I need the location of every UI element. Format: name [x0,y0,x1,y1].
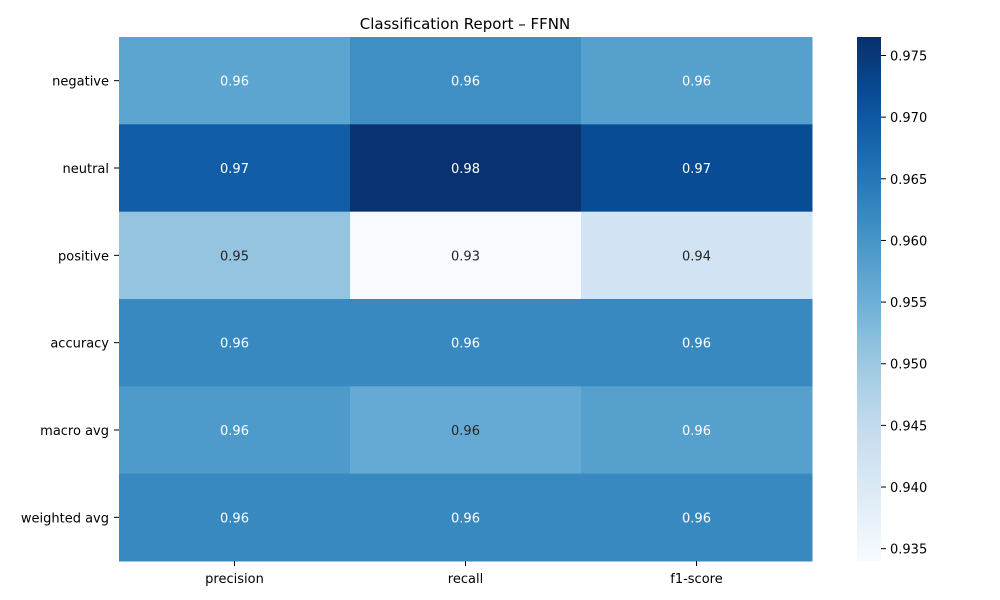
cell-value-label: 0.96 [682,511,711,526]
colorbar-tick-label: 0.960 [890,234,927,249]
cell-value-label: 0.96 [682,337,711,352]
x-tick-label: precision [205,572,264,587]
colorbar-tick-label: 0.950 [890,358,927,373]
x-tick-label: recall [448,572,483,587]
colorbar-gradient [857,37,881,561]
heatmap-cell [581,473,813,562]
y-axis: negative neutral positive accuracy macro avg… [21,75,119,526]
y-tick-label: negative [52,75,109,90]
colorbar-tick-label: 0.935 [890,543,927,558]
cell-value-label: 0.94 [682,249,711,264]
cell-value-label: 0.96 [682,75,711,90]
cell-value-label: 0.96 [220,511,249,526]
heatmap-cell [581,386,813,475]
cell-value-label: 0.96 [220,424,249,439]
heatmap-cell [119,211,351,300]
heatmap-cells [119,37,813,562]
cell-value-label: 0.98 [451,162,480,177]
y-tick-label: accuracy [50,337,109,352]
colorbar-tick-label: 0.940 [890,481,927,496]
cell-value-label: 0.96 [682,424,711,439]
x-tick-label: f1-score [670,572,722,587]
colorbar-tick-label: 0.945 [890,419,927,434]
heatmap-cell [119,386,351,475]
heatmap-cell [350,37,582,125]
colorbar: 0.935 0.940 0.945 0.950 0.955 0.960 0.965 0.970… [857,37,927,561]
colorbar-tick-label: 0.970 [890,111,927,126]
heatmap-cell [119,299,351,387]
cell-value-label: 0.96 [220,337,249,352]
cell-value-label: 0.95 [220,249,249,264]
chart-title: Classification Report – FFNN [360,15,570,33]
heatmap-cell [581,124,813,213]
heatmap-cell [581,299,813,387]
heatmap-cell [581,211,813,300]
cell-value-label: 0.97 [220,162,249,177]
heatmap-cell [119,473,351,562]
heatmap-cell-labels: 0.96 0.96 0.96 0.97 0.98 0.97 0.95 0.93 0.94 0.96… [220,75,711,527]
colorbar-tick-label: 0.975 [890,49,927,64]
cell-value-label: 0.96 [451,424,480,439]
cell-value-label: 0.96 [220,75,249,90]
heatmap-cell [350,211,582,300]
heatmap-cell [581,37,813,125]
cell-value-label: 0.93 [451,249,480,264]
colorbar-tick-label: 0.965 [890,173,927,188]
heatmap-cell [119,37,351,125]
cell-value-label: 0.97 [682,162,711,177]
colorbar-tick-label: 0.955 [890,296,927,311]
heatmap-cell [119,124,351,213]
heatmap-cell [350,473,582,562]
y-tick-label: neutral [63,162,110,177]
heatmap-cell [350,124,582,213]
x-axis: precision recall f1-score [205,561,723,587]
cell-value-label: 0.96 [451,337,480,352]
y-tick-label: positive [58,249,109,264]
heatmap-cell [350,299,582,387]
heatmap-cell [350,386,582,475]
y-tick-label: weighted avg [21,511,109,526]
y-tick-label: macro avg [40,424,109,439]
cell-value-label: 0.96 [451,511,480,526]
cell-value-label: 0.96 [451,75,480,90]
